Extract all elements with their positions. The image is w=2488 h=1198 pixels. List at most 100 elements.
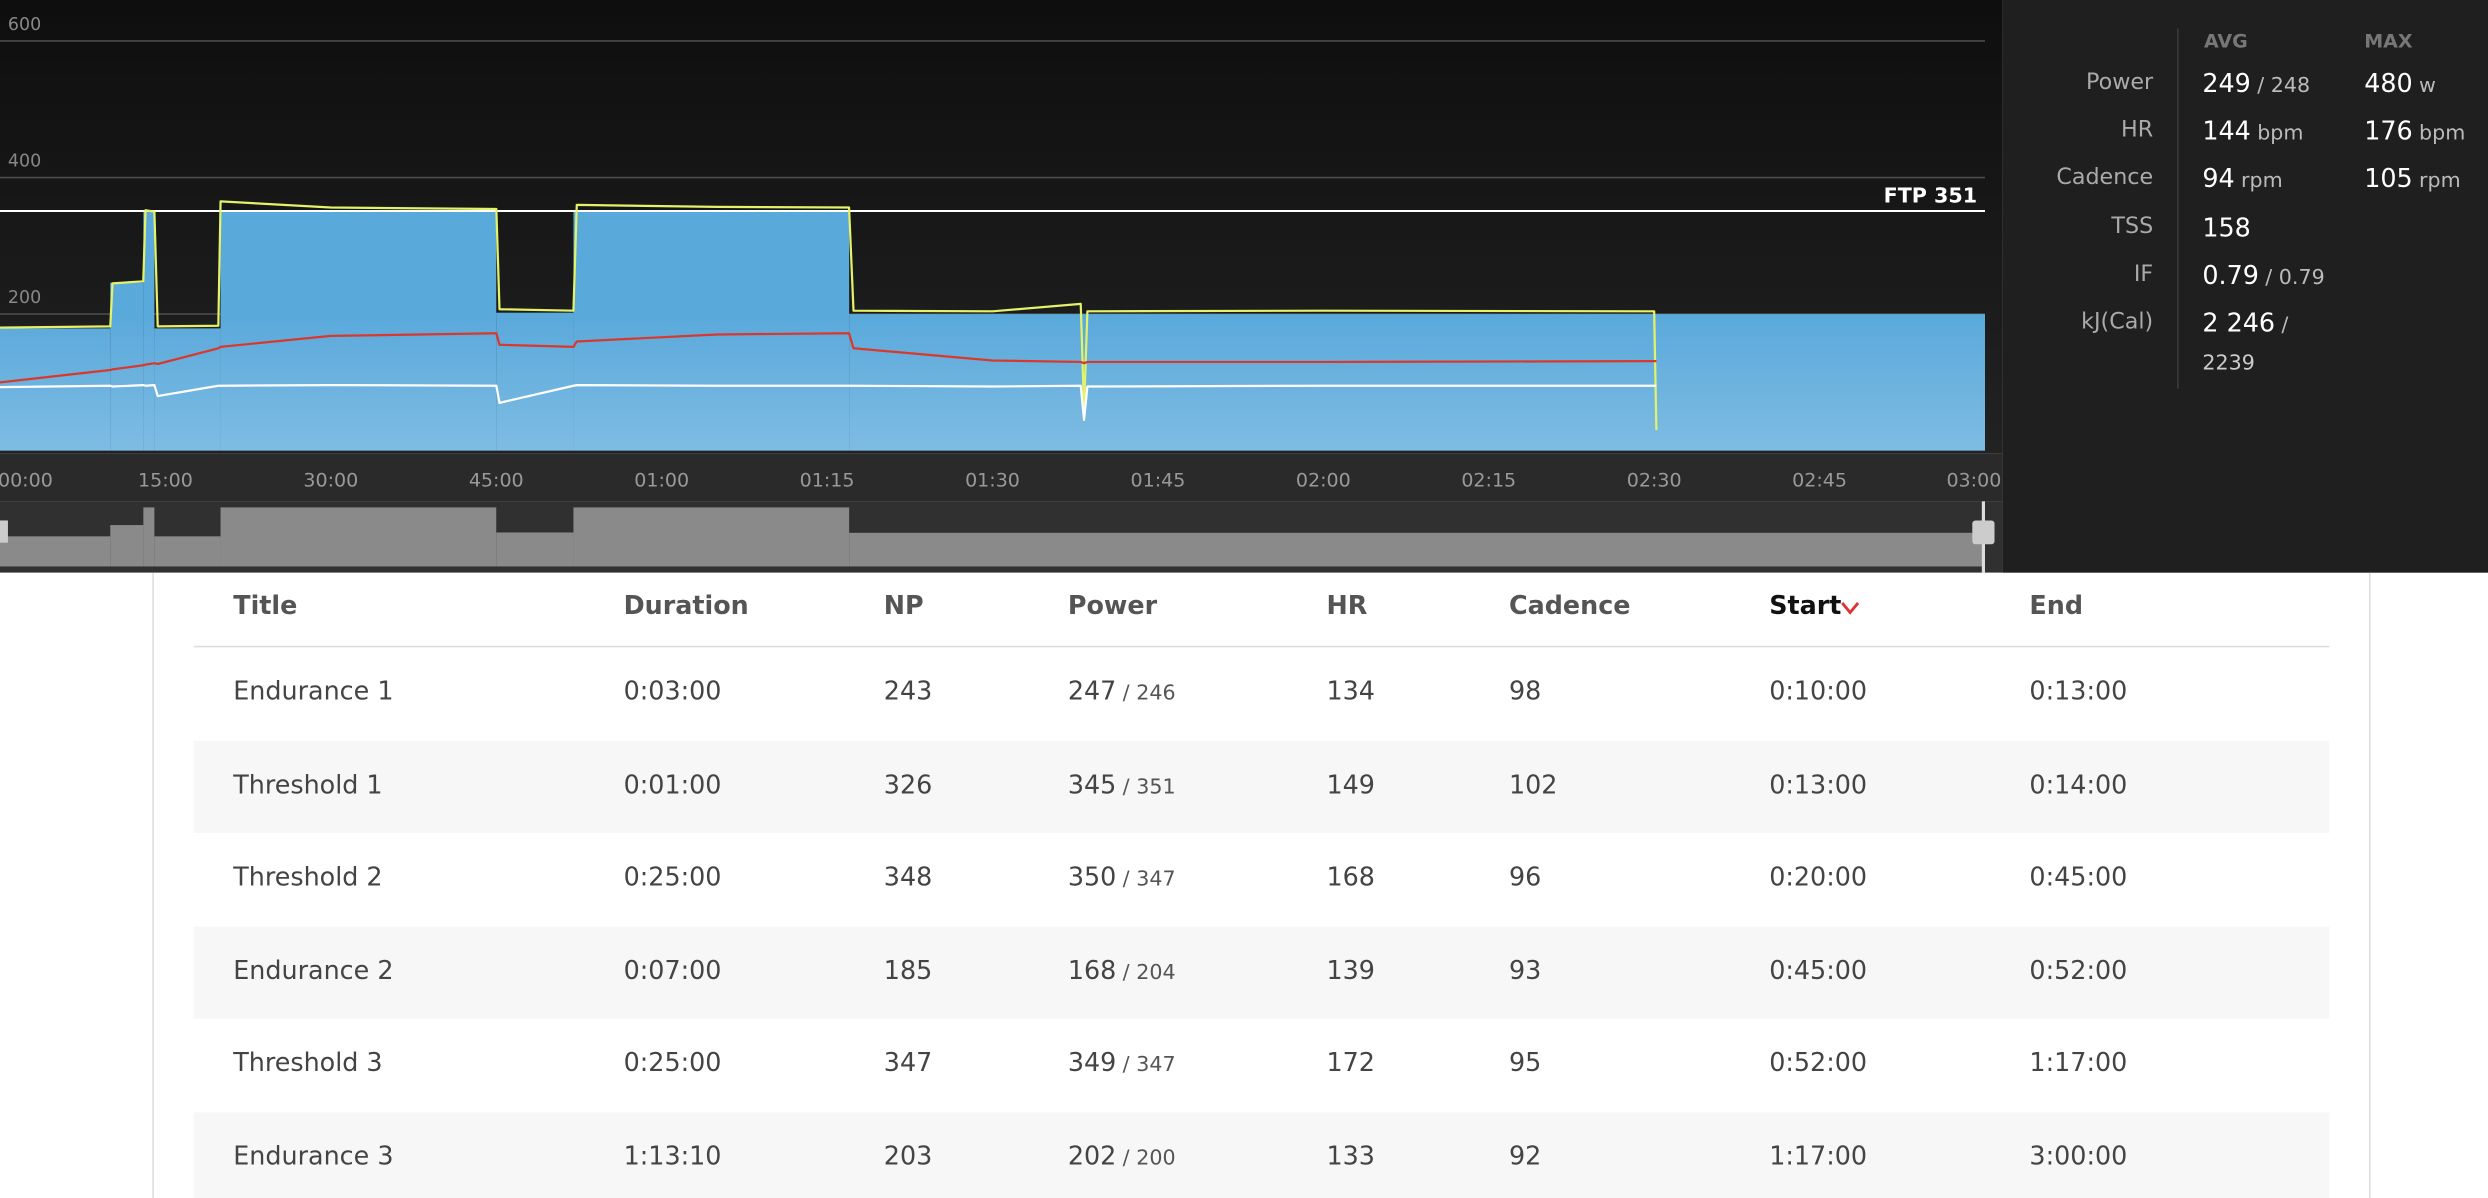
table-cell: 0:45:00 (1769, 954, 1868, 986)
chevron[interactable] (1841, 602, 1860, 615)
table-cell: 0:07:00 (623, 954, 722, 986)
column-header[interactable]: Duration (623, 590, 749, 621)
table-cell: 1:17:00 (1769, 1140, 1868, 1172)
stat-number: 94 (2202, 164, 2235, 195)
axis-strip (0, 453, 2003, 502)
x-tick-label: 01:00 (634, 469, 689, 491)
column-header[interactable]: Title (233, 590, 298, 621)
stat-value: 2 246/ 2239 (2202, 306, 2288, 382)
table-cell: 172 (1326, 1047, 1375, 1079)
table-cell: 0:14:00 (2029, 768, 2128, 800)
x-tick-label: 02:45 (1792, 469, 1847, 491)
table-cell: 1:13:10 (623, 1140, 722, 1172)
stat-value: 105 rpm (2364, 162, 2460, 200)
cell-main: 168 (1067, 954, 1117, 986)
stat-label: TSS (2111, 213, 2154, 239)
stat-value: 144 bpm (2202, 115, 2303, 153)
table-cell: 139 (1326, 954, 1375, 986)
stat-number: 249 (2202, 68, 2251, 99)
y-tick-label: 200 (8, 288, 41, 308)
stat-extra: 2239 (2202, 352, 2255, 377)
chart: 200 400 600 FTP 351 00:00 15:00 30:00 45:00 01:0… (0, 0, 2003, 573)
table-cell: Endurance 1 (233, 675, 394, 707)
cell-sub: / 347 (1122, 1054, 1176, 1079)
stat-label: HR (2121, 117, 2154, 144)
stat-number: 0.79 (2202, 259, 2259, 291)
table-cell: 0:20:00 (1769, 861, 1868, 893)
table-cell: Endurance 3 (233, 1140, 394, 1172)
stat-value: 94 rpm (2202, 162, 2282, 200)
table-cell: 98 (1508, 675, 1542, 707)
stat-label: kJ(Cal) (2081, 309, 2154, 335)
row-stripe (193, 926, 2330, 1020)
table-cell: 348 (883, 861, 933, 893)
y-tick-label: 600 (8, 15, 41, 35)
stat-unit: rpm (2241, 170, 2283, 195)
stat-number: 176 (2364, 116, 2413, 147)
sort-indicator[interactable] (1841, 600, 1863, 616)
table-cell: 0:01:00 (623, 768, 722, 800)
cell-sub: / 347 (1122, 868, 1176, 893)
table-area: Title Duration NP Power HR Cadence Start End End… (0, 572, 2488, 1198)
x-tick-label: 01:45 (1130, 469, 1185, 491)
overview-bar (220, 507, 497, 567)
x-tick-label: 01:30 (965, 469, 1020, 491)
stat-number: 158 (2202, 211, 2251, 243)
range-handle[interactable] (1972, 520, 1995, 545)
table-cell: 0:10:00 (1769, 675, 1868, 707)
table-cell: 350/ 347 (1068, 862, 1176, 892)
table-cell: 347 (883, 1047, 933, 1079)
stat-number: 480 (2364, 68, 2413, 99)
divider (2176, 28, 2179, 389)
column-header[interactable]: Start (1769, 590, 1842, 621)
column-header[interactable]: Power (1067, 590, 1158, 621)
column-header[interactable]: HR (1326, 590, 1368, 621)
stat-label: Power (2086, 69, 2154, 96)
table-cell: 0:25:00 (623, 1047, 722, 1079)
cell-main: 349 (1067, 1047, 1117, 1079)
stat-unit: / 0.79 (2265, 266, 2325, 291)
table-cell: 102 (1508, 768, 1558, 800)
header-rule (193, 645, 2330, 648)
table-cell: 345/ 351 (1068, 769, 1176, 799)
stat-unit: w (2419, 74, 2436, 99)
row-stripe (193, 740, 2330, 834)
table-cell: 349/ 347 (1068, 1048, 1176, 1078)
cell-main: 345 (1067, 768, 1117, 800)
cell-main: 247 (1067, 675, 1117, 707)
stat-label: Cadence (2056, 165, 2154, 192)
table-cell: 1:17:00 (2029, 1047, 2128, 1079)
x-tick-label: 30:00 (303, 469, 358, 491)
column-header[interactable]: Cadence (1508, 590, 1631, 621)
cell-main: 350 (1067, 861, 1117, 893)
area-sheen (0, 315, 1985, 451)
stats-panel: AVG MAX Power 249/ 248 480 w HR 144 bpm 176 bpm Cad… (2002, 0, 2488, 573)
table-cell: 203 (883, 1140, 933, 1172)
stat-number: 144 (2202, 116, 2251, 147)
stat-unit: rpm (2419, 170, 2461, 195)
stat-unit: / 248 (2257, 74, 2311, 99)
cell-sub: / 200 (1122, 1147, 1176, 1172)
overview-bar (143, 507, 155, 567)
table-cell: 93 (1508, 954, 1542, 986)
x-tick-label: 02:00 (1296, 469, 1351, 491)
stat-value: 0.79/ 0.79 (2202, 258, 2324, 296)
stat-value: 176 bpm (2364, 115, 2465, 153)
table-cell: 133 (1326, 1140, 1375, 1172)
table-cell: 185 (883, 954, 933, 986)
cell-main: 202 (1067, 1140, 1117, 1172)
x-tick-label: 00:00 (0, 469, 53, 491)
range-handle[interactable] (0, 520, 8, 543)
column-header[interactable]: End (2029, 590, 2084, 621)
panel-border (152, 572, 154, 1198)
series-line (0, 332, 1657, 384)
series-line (0, 200, 1658, 431)
table-cell: 168/ 204 (1068, 955, 1176, 985)
series-line (0, 383, 1657, 421)
column-header[interactable]: NP (883, 590, 924, 621)
x-tick-label: 45:00 (469, 469, 524, 491)
table-cell: 0:52:00 (2029, 954, 2128, 986)
table-cell: 326 (883, 768, 933, 800)
